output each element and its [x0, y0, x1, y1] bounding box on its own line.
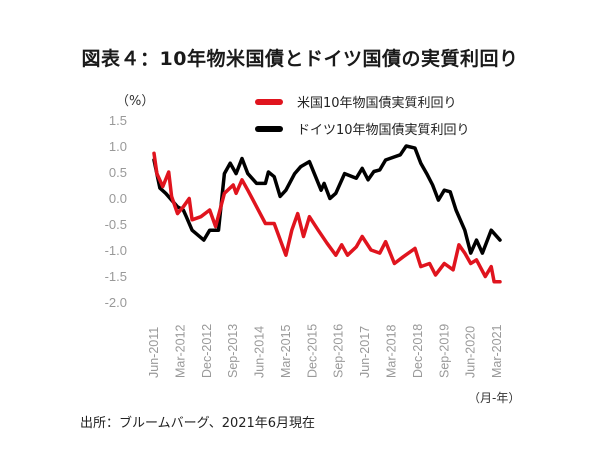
y-tick-label: 0.5 — [109, 165, 127, 180]
x-tick-label: Mar-2012 — [173, 324, 187, 378]
legend-label-germany: ドイツ10年物国債実質利回り — [297, 123, 470, 138]
series-line-us — [152, 151, 502, 284]
x-tick-label: Jun-2020 — [464, 326, 478, 378]
series-line-germany — [152, 144, 502, 255]
x-tick-label: Jun-2011 — [147, 327, 161, 378]
y-tick-label: 1.5 — [109, 113, 127, 128]
x-tick-label: Mar-2018 — [385, 324, 399, 378]
legend-item-germany: ドイツ10年物国債実質利回り — [255, 119, 470, 138]
y-tick-label: -2.0 — [105, 295, 127, 310]
source-note: 出所：ブルームバーグ、2021年6月現在 — [80, 416, 316, 431]
x-tick-label: Sep-2013 — [226, 324, 240, 378]
y-tick-label: -0.5 — [105, 217, 127, 232]
legend-label-us: 米国10年物国債実質利回り — [297, 96, 457, 111]
x-tick-label: Sep-2019 — [437, 324, 451, 378]
x-tick-label: Jun-2017 — [358, 326, 372, 378]
y-tick-label: -1.0 — [105, 243, 127, 258]
x-tick-label: Sep-2016 — [332, 324, 346, 378]
x-tick-label: Dec-2012 — [200, 324, 214, 378]
x-tick-label: Mar-2015 — [279, 324, 293, 378]
y-tick-label: -1.5 — [105, 269, 127, 284]
x-tick-label: Mar-2021 — [490, 324, 504, 378]
x-tick-label: Dec-2018 — [411, 324, 425, 378]
y-axis-unit: （%） — [116, 94, 155, 109]
legend-swatch-us — [255, 98, 283, 105]
x-tick-label: Dec-2015 — [305, 324, 319, 378]
y-tick-label: 1.0 — [109, 139, 127, 154]
chart-title: 図表４：10年物米国債とドイツ国債の実質利回り — [81, 48, 519, 70]
legend-swatch-germany — [255, 125, 283, 132]
y-tick-label: 0.0 — [109, 191, 127, 206]
x-tick-label: Jun-2014 — [253, 326, 267, 378]
x-axis-unit: （月-年） — [468, 391, 521, 405]
legend-item-us: 米国10年物国債実質利回り — [255, 92, 457, 111]
